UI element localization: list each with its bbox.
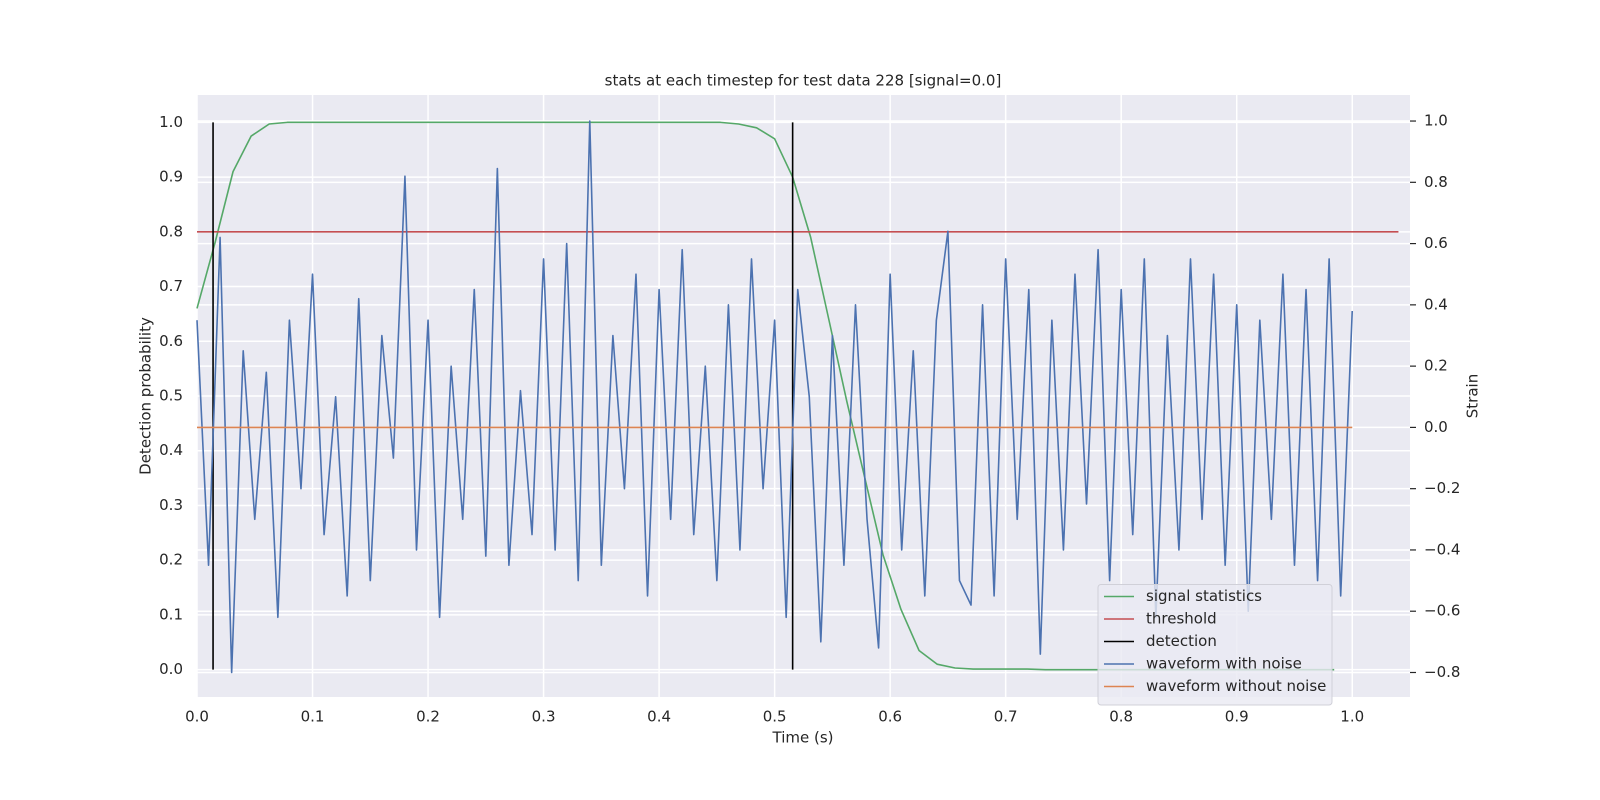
y2-tick-label: −0.4 — [1424, 540, 1460, 558]
legend-label: detection — [1146, 632, 1217, 650]
y-tick-label: 0.2 — [159, 551, 183, 569]
y-tick-label: 0.9 — [159, 168, 183, 186]
x-tick-label: 0.3 — [532, 708, 556, 726]
y-tick-label: 0.7 — [159, 277, 183, 295]
series-line — [196, 120, 1354, 674]
legend-box — [1097, 584, 1333, 706]
y-tick-label: 0.1 — [159, 605, 183, 623]
x-tick-label: 0.7 — [994, 708, 1018, 726]
y2-tick-label: 0.0 — [1424, 418, 1448, 436]
y-tick-label: 0.0 — [159, 660, 183, 678]
x-axis-label: Time (s) — [772, 729, 834, 747]
legend-label: signal statistics — [1146, 587, 1262, 605]
y2-tick-label: −0.2 — [1424, 479, 1460, 497]
legend-label: threshold — [1146, 610, 1217, 628]
legend: signal statistics threshold detection wavef… — [1097, 584, 1333, 706]
y2-tick-label: 0.6 — [1424, 234, 1448, 252]
x-tick-label: 1.0 — [1340, 708, 1364, 726]
x-tick-label: 0.5 — [763, 708, 787, 726]
y2-tick-label: 1.0 — [1424, 112, 1448, 130]
y-tick-label: 0.6 — [159, 332, 183, 350]
y2-tick-label: 0.2 — [1424, 357, 1448, 375]
y2-axis-label: Strain — [1464, 374, 1482, 418]
x-tick-label: 0.2 — [416, 708, 440, 726]
y2-tick-label: 0.8 — [1424, 173, 1448, 191]
x-tick-label: 0.9 — [1225, 708, 1249, 726]
y-tick-label: 0.8 — [159, 222, 183, 240]
legend-label: waveform without noise — [1146, 677, 1326, 695]
y-tick-label: 0.3 — [159, 496, 183, 514]
chart-title: stats at each timestep for test data 228… — [605, 72, 1002, 90]
x-tick-label: 0.0 — [185, 708, 209, 726]
x-tick-label: 0.4 — [647, 708, 671, 726]
y-tick-label: 0.4 — [159, 441, 183, 459]
x-tick-label: 0.1 — [301, 708, 325, 726]
x-tick-label: 0.6 — [878, 708, 902, 726]
y2-tick-label: −0.6 — [1424, 602, 1460, 620]
y-tick-label: 0.5 — [159, 387, 183, 405]
legend-label: waveform with noise — [1146, 655, 1302, 673]
marks — [196, 120, 1399, 674]
y-axis-label: Detection probability — [137, 317, 155, 475]
y2-tick-label: 0.4 — [1424, 295, 1448, 313]
y-tick-label: 1.0 — [159, 113, 183, 131]
x-tick-label: 0.8 — [1109, 708, 1133, 726]
y2-tick-label: −0.8 — [1424, 663, 1460, 681]
